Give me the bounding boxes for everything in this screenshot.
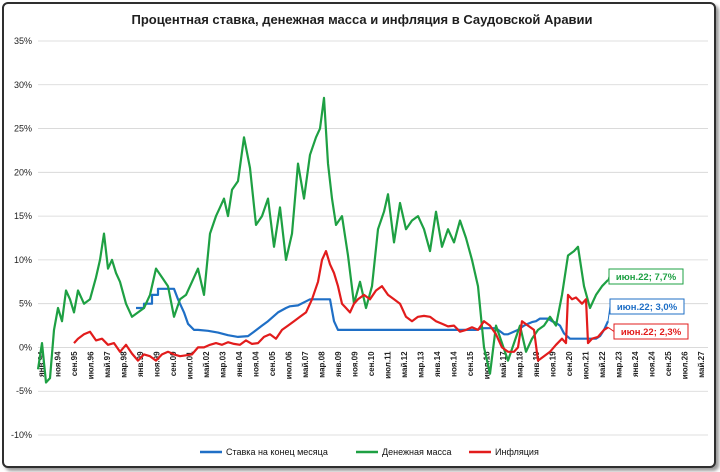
x-tick-label: ноя.94 [54,351,63,377]
x-tick-label: июл.96 [87,351,96,379]
x-tick-label: ноя.09 [351,351,360,377]
legend-label: Ставка на конец месяца [226,447,328,457]
y-tick-label: 30% [14,80,32,90]
chart-title: Процентная ставка, денежная масса и инфл… [131,12,592,27]
x-tick-label: май.07 [301,351,310,378]
x-tick-label: май.02 [202,351,211,378]
x-tick-label: янв.24 [631,351,640,377]
x-tick-label: янв.09 [334,351,343,377]
y-tick-label: 20% [14,167,32,177]
y-tick-label: 5% [19,299,32,309]
x-tick-label: янв.14 [433,351,442,377]
annotations: июн.22; 7,7% июн.22; 3,0% июн.22; 2,3% [607,268,689,340]
y-tick-label: 25% [14,124,32,134]
x-tick-label: мар.08 [318,351,327,378]
x-tick-label: сен.05 [268,351,277,376]
x-tick-label: июл.21 [582,351,591,379]
x-tick-label: мар.13 [417,351,426,378]
x-tick-label: янв.99 [136,351,145,377]
x-tick-label: янв.04 [235,351,244,377]
x-tick-label: мар.03 [219,351,228,378]
x-tick-label: ноя.04 [252,351,261,377]
gridlines [38,40,708,436]
callout-box [609,298,685,315]
x-tick-label: мар.18 [516,351,525,378]
callout-label: июн.22; 7,7% [616,272,677,283]
legend: Ставка на конец месяца Денежная масса Инфл… [200,447,539,457]
x-tick-label: июл.11 [384,351,393,379]
x-tick-label: сен.00 [169,351,178,376]
series-line [36,96,609,384]
x-tick-label: мар.98 [120,351,129,378]
y-tick-label: 35% [14,36,32,46]
chart-frame [2,2,716,468]
y-tick-label: -5% [16,386,32,396]
x-tick-label: сен.25 [664,351,673,376]
series-lines [36,96,609,384]
x-axis: янв.94 ноя.94 сен.95 июл.96 май.97 мар.98 янв.… [37,351,706,379]
x-tick-label: май.12 [400,351,409,378]
callout-label: июн.22; 2,3% [621,327,682,338]
x-tick-label: июл.06 [285,351,294,379]
x-tick-label: мар.23 [615,351,624,378]
y-tick-label: 15% [14,211,32,221]
x-tick-label: сен.15 [466,351,475,376]
x-tick-label: май.27 [697,351,706,378]
callout-label: июн.22; 3,0% [617,302,678,313]
y-tick-label: 10% [14,255,32,265]
x-tick-label: сен.10 [367,351,376,376]
x-tick-label: май.97 [103,351,112,378]
y-tick-label: -10% [11,430,32,440]
x-tick-label: ноя.24 [648,351,657,377]
x-tick-label: сен.95 [70,351,79,376]
x-tick-label: ноя.19 [549,351,558,377]
callout-box [613,323,689,340]
x-tick-label: сен.20 [565,351,574,376]
legend-label: Инфляция [495,447,539,457]
y-axis: -10% -5% 0% 5% 10% 15% 20% 25% 30% 35% [11,36,32,440]
series-line [73,250,609,362]
legend-label: Денежная масса [382,447,452,457]
x-tick-label: июл.26 [681,351,690,379]
x-tick-label: ноя.14 [450,351,459,377]
x-tick-label: май.17 [499,351,508,378]
x-tick-label: янв.19 [532,351,541,377]
y-tick-label: 0% [19,342,32,352]
x-tick-label: янв.94 [37,351,46,377]
x-tick-label: июл.01 [186,351,195,379]
x-tick-label: май.22 [598,351,607,378]
callout-box [608,268,684,285]
callout-leader [607,326,615,332]
x-tick-label: ноя.99 [153,351,162,377]
